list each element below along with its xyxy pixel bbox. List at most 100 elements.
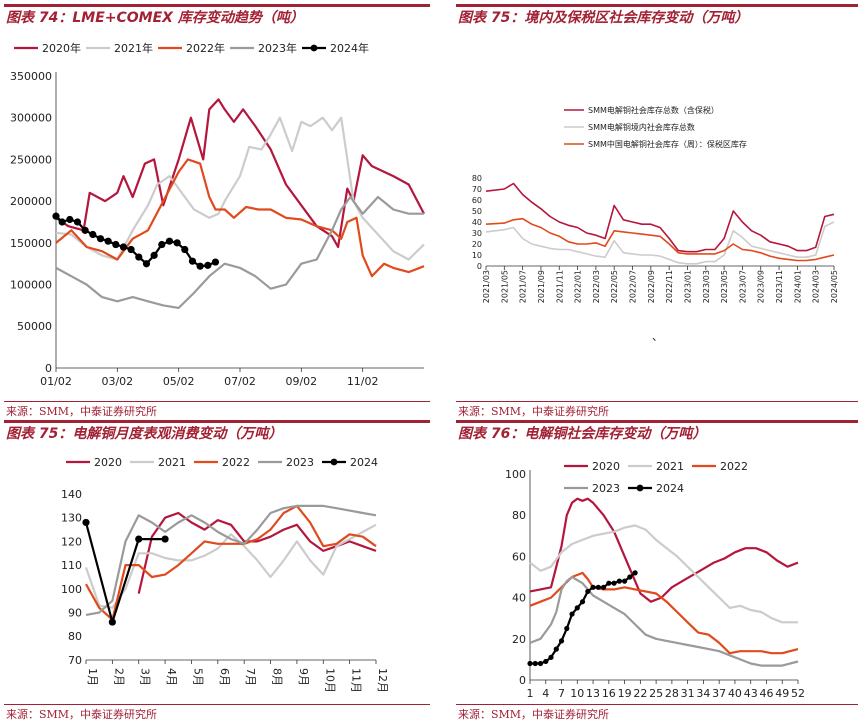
- chart-title: 图表 74：LME+COMEX 库存变动趋势（吨）: [4, 4, 430, 26]
- data-point: [89, 230, 97, 239]
- x-tick-label: 52: [791, 687, 805, 700]
- y-tick-label: 350000: [10, 70, 52, 83]
- x-tick-label: 11月: [350, 668, 363, 693]
- y-tick-label: 150000: [10, 237, 52, 250]
- data-point: [590, 584, 596, 590]
- data-point: [543, 658, 549, 665]
- data-point: [569, 611, 575, 617]
- legend-label: SMM电解铜社会库存总数（含保税）: [588, 105, 719, 115]
- legend-label: 2020: [94, 456, 122, 469]
- legend-label: 2024年: [330, 41, 369, 55]
- x-tick-label: 4: [542, 687, 549, 700]
- x-tick-label: 2023/07: [738, 270, 747, 303]
- x-tick-label: 2023/03: [702, 270, 711, 303]
- data-point: [632, 570, 638, 576]
- x-tick-label: 10: [570, 687, 584, 700]
- x-tick-label: 1: [527, 687, 534, 700]
- legend-label: 2021年: [114, 41, 153, 55]
- panel-chart-76: 图表 76：电解铜社会库存变动（万吨） 0 20 40 60 80 100 1 4 7 10 13 1…: [456, 420, 858, 725]
- data-point: [558, 638, 565, 644]
- data-point: [127, 245, 135, 254]
- data-point: [606, 580, 612, 586]
- data-point: [165, 237, 174, 245]
- x-tick-label: 2024/01: [793, 270, 802, 303]
- series-line-2: [529, 571, 799, 655]
- legend-marker: [636, 484, 644, 492]
- y-tick-label: 100: [505, 468, 526, 481]
- legend-label: 2021: [158, 456, 186, 469]
- series-line-3: [85, 504, 377, 616]
- x-tick-label: 2023/01: [683, 270, 692, 303]
- legend-label: SMM电解铜境内社会库存总数: [588, 122, 695, 132]
- series-line-3: [55, 195, 424, 309]
- data-point: [188, 257, 197, 265]
- x-tick-label: 2021/11: [555, 270, 564, 303]
- series-line-3: [529, 575, 799, 667]
- x-tick-label: 11/02: [347, 375, 379, 388]
- x-tick-label: 2022/09: [647, 270, 656, 303]
- x-tick-label: 31: [681, 687, 695, 700]
- y-tick-label: 120: [61, 535, 82, 548]
- x-tick-label: 2022/05: [610, 270, 619, 303]
- panel-chart-75-consumption: 图表 75：电解铜月度表观消费变动（万吨） 70 80 90 100 110 120 130…: [4, 420, 430, 725]
- data-point: [161, 535, 169, 543]
- source-note: 来源：SMM，中泰证券研究所: [6, 405, 158, 418]
- data-point: [611, 580, 617, 586]
- x-tick-label: 46: [759, 687, 773, 700]
- legend-label: 2022: [222, 456, 250, 469]
- y-tick-label: 200000: [10, 195, 52, 208]
- chart-lme-comex-inventory: 0 50000 100000 150000 200000 250000 300000 3500…: [10, 41, 425, 388]
- series-line-2: [85, 504, 377, 621]
- legend-label: 2022: [720, 460, 748, 473]
- legend-label: 2023年: [258, 41, 297, 55]
- y-tick-label: 60: [512, 550, 526, 563]
- x-tick-label: 2022/03: [592, 270, 601, 303]
- y-tick-label: 40: [512, 592, 526, 605]
- legend-label: 2024: [656, 482, 684, 495]
- legend-label: 2020: [592, 460, 620, 473]
- x-tick-label: 2022/07: [629, 270, 638, 303]
- series-line-2: [55, 158, 425, 278]
- data-point: [142, 260, 151, 268]
- x-tick-label: 2021/03: [482, 270, 491, 303]
- data-point: [181, 245, 189, 254]
- series-line-0: [485, 182, 835, 253]
- y-tick-label: 40: [472, 218, 482, 227]
- x-tick-label: 7月: [244, 668, 257, 686]
- data-point: [537, 660, 544, 667]
- y-tick-label: 80: [512, 509, 526, 522]
- data-point: [58, 218, 66, 226]
- y-tick-label: 50000: [17, 320, 52, 333]
- y-tick-label: 100000: [10, 279, 52, 292]
- x-tick-label: 25: [649, 687, 663, 700]
- data-point: [82, 518, 90, 527]
- data-point: [574, 605, 580, 611]
- y-tick-label: 50: [472, 207, 482, 216]
- source-divider: [456, 704, 858, 705]
- x-tick-label: 2022/01: [574, 270, 583, 303]
- source-note: 来源：SMM，中泰证券研究所: [6, 708, 158, 721]
- x-tick-label: 01/02: [40, 375, 72, 388]
- data-point: [173, 239, 181, 247]
- data-point: [108, 618, 116, 626]
- y-tick-label: 10: [472, 251, 482, 260]
- data-point: [553, 646, 559, 652]
- data-point: [135, 253, 143, 261]
- chart-title: 图表 75：境内及保税区社会库存变动（万吨）: [456, 4, 858, 26]
- x-tick-label: 43: [744, 687, 758, 700]
- data-point: [73, 218, 82, 226]
- x-tick-label: 2023/11: [775, 270, 784, 303]
- x-tick-label: 7: [558, 687, 565, 700]
- y-tick-label: 60: [472, 196, 482, 205]
- legend-label: SMM中国电解铜社会库存（周）：保税区库存: [588, 139, 747, 149]
- x-tick-label: 09/02: [285, 375, 317, 388]
- x-tick-label: 19: [618, 687, 632, 700]
- x-tick-label: 2023/09: [757, 270, 766, 303]
- chart-title: 图表 76：电解铜社会库存变动（万吨）: [456, 420, 858, 442]
- x-tick-label: 2021/09: [537, 270, 546, 303]
- source-note: 来源：SMM，中泰证券研究所: [458, 405, 610, 418]
- chart-domestic-bonded-inventory: 0 10 20 30 40 50 60 70 80 2021/03 2021/05 2021/07 20…: [472, 105, 839, 343]
- x-tick-label: 03/02: [101, 375, 133, 388]
- x-tick-label: 5月: [191, 668, 204, 686]
